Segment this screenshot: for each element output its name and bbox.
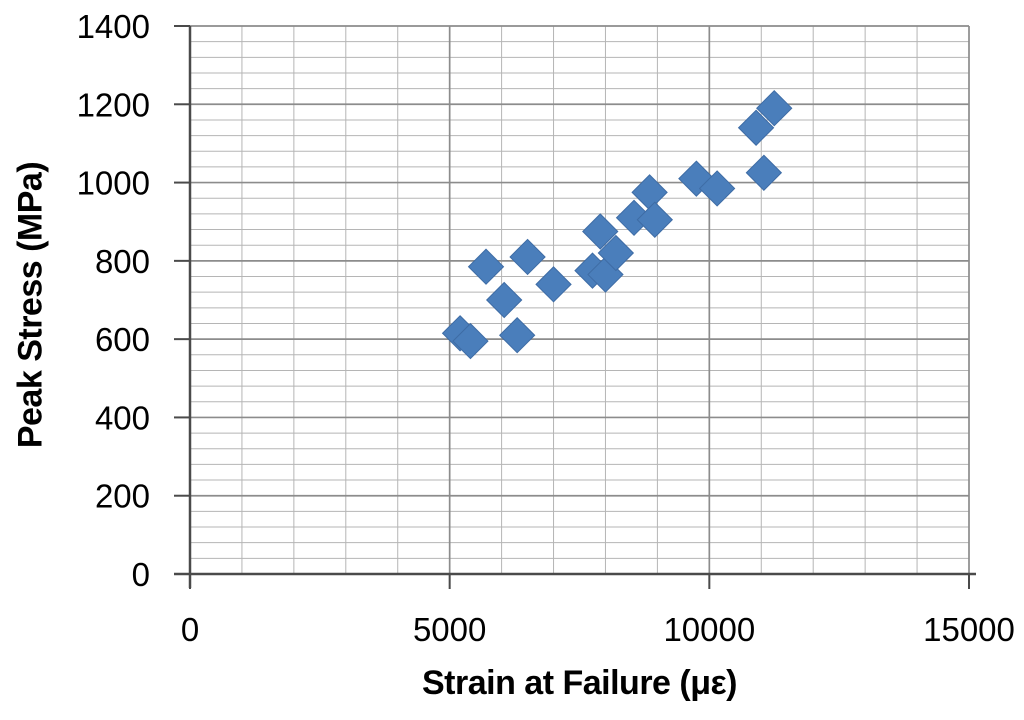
gridlines-major-vertical bbox=[448, 26, 970, 574]
data-point-marker bbox=[636, 201, 674, 238]
data-point-marker bbox=[698, 170, 736, 207]
gridlines-minor-horizontal bbox=[190, 41, 969, 559]
y-tick-label: 400 bbox=[95, 399, 150, 436]
gridlines-minor-vertical bbox=[241, 26, 918, 574]
data-point-marker bbox=[597, 234, 635, 272]
data-point-marker bbox=[452, 322, 489, 360]
y-tick-label: 600 bbox=[95, 321, 150, 358]
x-axis-title: Strain at Failure (με) bbox=[422, 664, 738, 702]
x-tick-label: 15000 bbox=[923, 611, 1015, 648]
data-point-marker bbox=[745, 154, 783, 191]
data-points bbox=[441, 89, 793, 360]
y-tick-label: 1400 bbox=[77, 8, 150, 45]
y-tick-label: 1200 bbox=[77, 86, 150, 123]
y-axis-title: Peak Stress (MPa) bbox=[11, 161, 50, 449]
y-tick-label: 0 bbox=[132, 556, 150, 593]
x-tick-label: 10000 bbox=[663, 611, 755, 648]
x-tick-labels: 0 5000 10000 15000 bbox=[181, 611, 1015, 648]
data-point-marker bbox=[498, 317, 536, 354]
y-tick-labels: 0 200 400 600 800 1000 1200 1400 bbox=[77, 8, 150, 593]
x-tick-label: 0 bbox=[181, 611, 199, 648]
y-tick-label: 800 bbox=[95, 243, 150, 280]
data-point-marker bbox=[509, 238, 546, 276]
x-tick-label: 5000 bbox=[413, 611, 486, 648]
data-point-marker bbox=[535, 266, 572, 303]
gridlines-major-horizontal bbox=[190, 25, 969, 497]
data-point-marker bbox=[485, 281, 523, 319]
data-point-marker bbox=[467, 248, 505, 285]
data-point-marker bbox=[737, 109, 775, 146]
y-tick-label: 200 bbox=[95, 478, 150, 515]
y-tick-label: 1000 bbox=[77, 165, 150, 202]
data-point-marker bbox=[756, 89, 793, 127]
data-point-marker bbox=[582, 213, 619, 250]
